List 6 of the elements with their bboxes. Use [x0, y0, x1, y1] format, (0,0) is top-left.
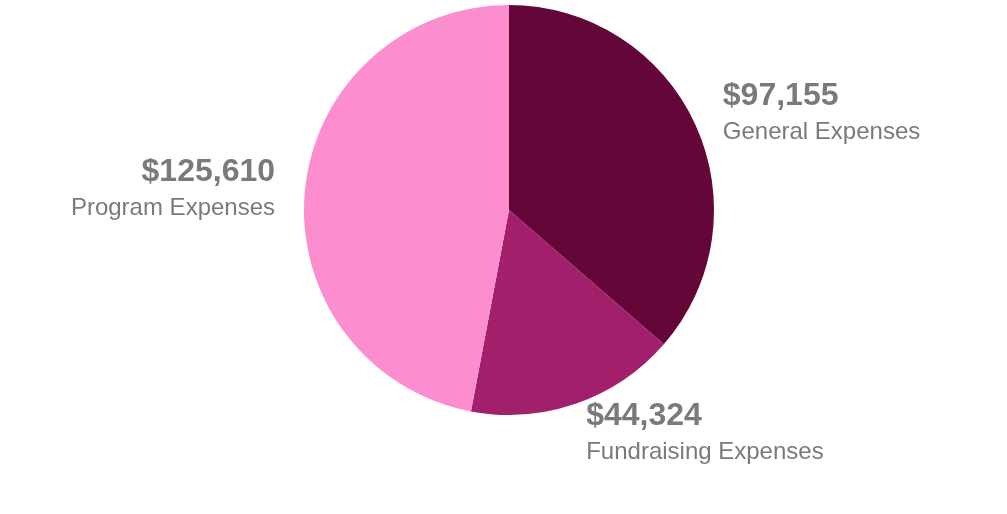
data-label: $125,610	[141, 151, 276, 188]
slice-label: Program Expenses	[70, 192, 276, 220]
data-label: $44,324	[586, 395, 703, 432]
data-label: $97,155	[722, 76, 839, 113]
slice-label: General Expenses	[722, 117, 921, 145]
slice-label: Fundraising Expenses	[586, 436, 824, 464]
